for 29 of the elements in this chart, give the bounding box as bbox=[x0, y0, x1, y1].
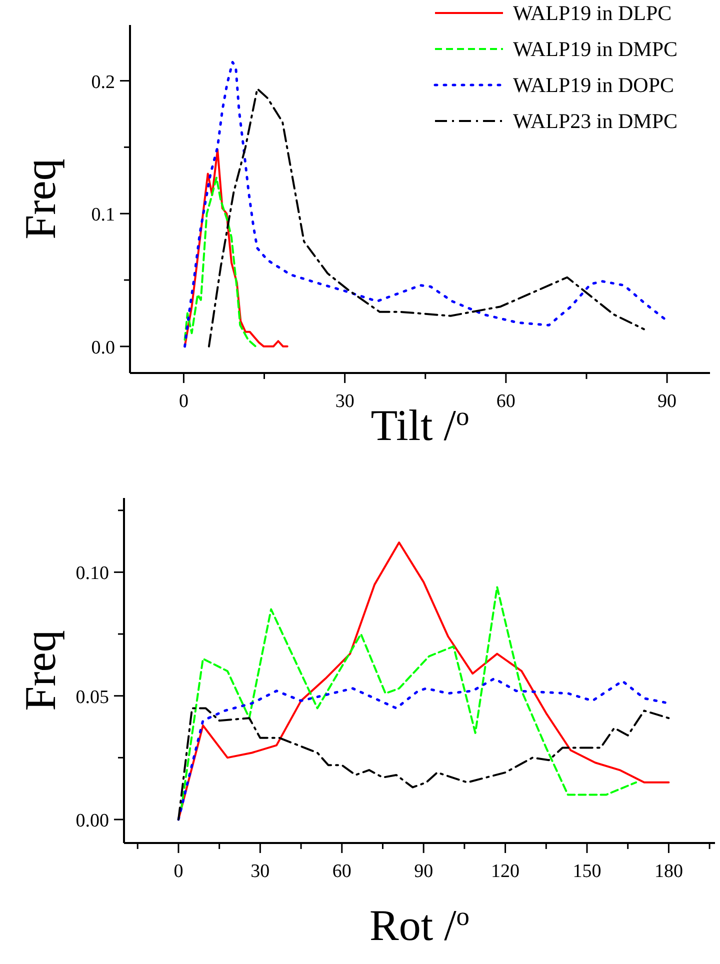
y-axis-title: Freq bbox=[16, 630, 65, 711]
x-tick-label: 120 bbox=[491, 861, 520, 882]
legend-label: WALP19 in DMPC bbox=[513, 37, 678, 61]
x-tick-label: 60 bbox=[496, 391, 516, 412]
x-tick-label: 30 bbox=[335, 391, 354, 412]
x-tick-label: 150 bbox=[572, 861, 602, 882]
y-tick-label: 0.2 bbox=[91, 72, 115, 93]
x-axis-title: Tilt /$^{o}$ bbox=[370, 401, 470, 450]
y-tick-label: 0.10 bbox=[76, 563, 109, 584]
legend-label: WALP19 in DOPC bbox=[513, 73, 674, 97]
line-series bbox=[184, 176, 257, 348]
x-tick-label: 0 bbox=[178, 391, 188, 412]
legend-label: WALP19 in DLPC bbox=[513, 1, 672, 25]
y-tick-label: 0.05 bbox=[76, 686, 109, 708]
y-tick-label: 0.00 bbox=[76, 810, 109, 832]
y-tick-label: 0.0 bbox=[91, 337, 115, 358]
x-tick-label: 30 bbox=[250, 861, 270, 882]
legend-label: WALP23 in DMPC bbox=[513, 109, 678, 133]
y-axis-title: Freq bbox=[16, 158, 65, 240]
x-tick-label: 0 bbox=[174, 861, 184, 882]
line-series bbox=[177, 707, 670, 821]
x-tick-label: 90 bbox=[658, 391, 677, 412]
line-series bbox=[184, 148, 288, 348]
line-series bbox=[180, 586, 638, 811]
x-axis-title: Rot /$^{o}$ bbox=[370, 901, 470, 950]
x-tick-label: 180 bbox=[654, 861, 683, 882]
x-tick-label: 90 bbox=[414, 861, 434, 882]
y-tick-label: 0.1 bbox=[91, 204, 115, 226]
x-tick-label: 60 bbox=[332, 861, 352, 882]
